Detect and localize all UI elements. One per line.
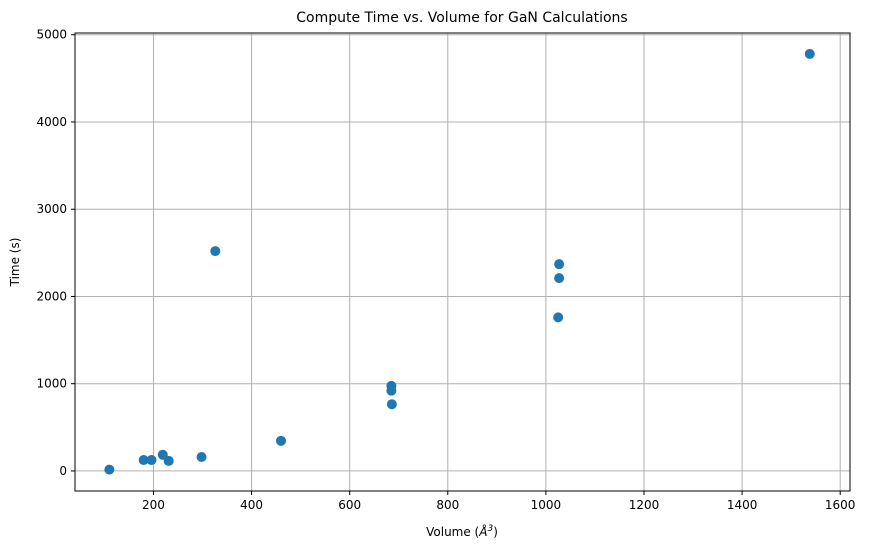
x-tick-label: 1400 bbox=[727, 498, 758, 512]
data-point bbox=[210, 246, 221, 257]
y-tick-label: 1000 bbox=[36, 377, 67, 391]
data-point bbox=[554, 259, 565, 270]
y-tick-label: 4000 bbox=[36, 115, 67, 129]
data-point bbox=[163, 455, 174, 466]
data-point bbox=[386, 399, 397, 410]
y-tick-label: 5000 bbox=[36, 28, 67, 42]
data-point bbox=[146, 455, 157, 466]
data-point bbox=[276, 435, 287, 446]
chart-title: Compute Time vs. Volume for GaN Calculat… bbox=[296, 10, 627, 26]
x-tick-label: 1000 bbox=[531, 498, 562, 512]
x-axis-label-text: Volume ( bbox=[426, 525, 479, 539]
plot-frame bbox=[74, 32, 851, 492]
x-axis-label-unit: Å bbox=[478, 524, 487, 539]
y-tick-label: 2000 bbox=[36, 289, 67, 303]
x-tick-label: 200 bbox=[142, 498, 165, 512]
y-axis-label: Time (s) bbox=[8, 238, 22, 288]
y-tick-label: 3000 bbox=[36, 202, 67, 216]
x-axis-label: Volume (Å3) bbox=[426, 524, 498, 539]
x-tick-label: 800 bbox=[436, 498, 459, 512]
x-axis-label-exponent: 3 bbox=[487, 524, 493, 534]
data-point bbox=[138, 455, 149, 466]
axes: 200 400 600 800 1000 1200 1400 1600 0 1000 2000 300… bbox=[36, 28, 855, 512]
x-tick-label: 400 bbox=[240, 498, 263, 512]
y-tick-label: 0 bbox=[59, 464, 67, 478]
grid-lines bbox=[75, 33, 850, 491]
data-point bbox=[196, 451, 207, 462]
data-point bbox=[104, 464, 115, 475]
x-tick-label: 600 bbox=[338, 498, 361, 512]
data-point bbox=[553, 312, 564, 323]
x-axis-label-close: ) bbox=[493, 525, 498, 539]
data-point bbox=[386, 385, 397, 396]
data-points bbox=[104, 48, 815, 475]
data-point bbox=[804, 48, 815, 59]
data-point bbox=[554, 273, 565, 284]
x-tick-label: 1200 bbox=[629, 498, 660, 512]
x-tick-label: 1600 bbox=[825, 498, 856, 512]
